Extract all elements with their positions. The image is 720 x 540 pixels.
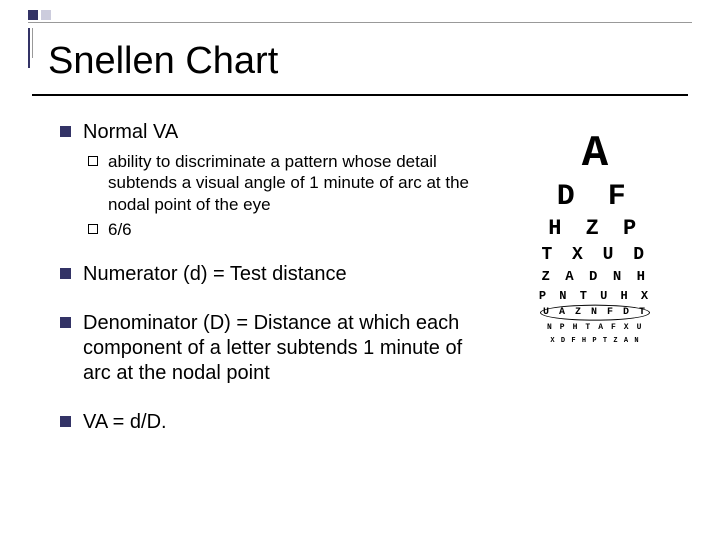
snellen-row-text: U A Z N F D T [543, 307, 647, 318]
slide-content: Normal VA ability to discriminate a patt… [60, 120, 480, 441]
square-bullet-icon [60, 416, 71, 427]
snellen-row: A [520, 132, 670, 176]
square-bullet-icon [60, 126, 71, 137]
snellen-eye-chart: A D F H Z P T X U D Z A D N H P N T U H … [520, 132, 670, 351]
snellen-row: N P H T A F X U [520, 324, 670, 332]
bullet-text: VA = d/D. [83, 410, 167, 435]
bullet-item: VA = d/D. [60, 410, 480, 435]
sub-bullet-item: ability to discriminate a pattern whose … [88, 151, 480, 215]
bullet-text: Numerator (d) = Test distance [83, 262, 347, 287]
snellen-row: H Z P [520, 218, 670, 240]
slide-decoration-squares [28, 10, 51, 20]
title-underline [32, 94, 688, 96]
sub-bullet-text: ability to discriminate a pattern whose … [108, 151, 480, 215]
snellen-row: Z A D N H [520, 270, 670, 284]
square-bullet-icon [60, 317, 71, 328]
square-bullet-icon [60, 268, 71, 279]
bullet-item: Normal VA [60, 120, 480, 145]
bullet-text: Denominator (D) = Distance at which each… [83, 311, 480, 386]
snellen-row: P N T U H X [520, 290, 670, 302]
snellen-row: X D F H P T Z A N [520, 338, 670, 345]
snellen-row: D F [520, 182, 670, 212]
snellen-row: T X U D [520, 246, 670, 264]
checkbox-bullet-icon [88, 224, 98, 234]
bullet-item: Numerator (d) = Test distance [60, 262, 480, 287]
sub-bullet-item: 6/6 [88, 219, 480, 240]
checkbox-bullet-icon [88, 156, 98, 166]
slide-title: Snellen Chart [48, 40, 278, 83]
slide-decoration-line [28, 22, 692, 23]
bullet-text: Normal VA [83, 120, 178, 145]
bullet-item: Denominator (D) = Distance at which each… [60, 311, 480, 386]
snellen-row-circled: U A Z N F D T [520, 308, 670, 318]
sub-bullet-text: 6/6 [108, 219, 132, 240]
